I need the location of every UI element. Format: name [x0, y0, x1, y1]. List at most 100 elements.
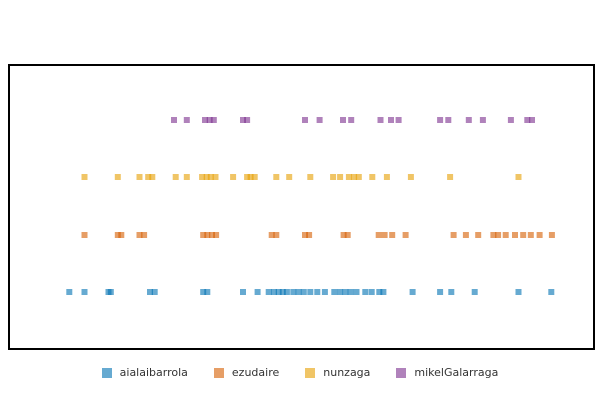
point-ezudaire-14 [344, 232, 351, 238]
point-mikelGalarraga-3 [206, 117, 213, 123]
point-nunzaga-22 [355, 174, 362, 180]
point-mikelGalarraga-0 [171, 117, 177, 123]
point-ezudaire-22 [490, 232, 497, 238]
point-aialaibarrola-16 [295, 289, 302, 295]
point-ezudaire-29 [548, 232, 555, 238]
legend: aialaibarrola ezudaire nunzaga mikelGalarra… [0, 366, 600, 379]
point-nunzaga-7 [199, 174, 206, 180]
point-mikelGalarraga-10 [348, 117, 355, 123]
point-aialaibarrola-17 [300, 289, 307, 295]
point-mikelGalarraga-4 [210, 117, 217, 123]
legend-swatch [396, 367, 407, 378]
point-mikelGalarraga-9 [340, 117, 346, 123]
point-ezudaire-24 [502, 232, 509, 238]
point-nunzaga-17 [307, 174, 314, 180]
legend-label: aialaibarrola [119, 366, 188, 379]
point-aialaibarrola-27 [368, 289, 375, 295]
point-nunzaga-4 [149, 174, 156, 180]
point-aialaibarrola-13 [279, 289, 286, 295]
point-ezudaire-11 [302, 232, 308, 238]
point-ezudaire-6 [204, 232, 211, 238]
point-aialaibarrola-26 [362, 289, 369, 295]
point-ezudaire-17 [389, 232, 396, 238]
point-ezudaire-5 [200, 232, 207, 238]
point-nunzaga-25 [407, 174, 414, 180]
point-nunzaga-16 [286, 174, 293, 180]
point-aialaibarrola-21 [331, 289, 338, 295]
point-aialaibarrola-15 [290, 289, 297, 295]
point-aialaibarrola-1 [81, 289, 88, 295]
point-nunzaga-1 [114, 174, 121, 180]
point-aialaibarrola-23 [342, 289, 349, 295]
point-aialaibarrola-22 [337, 289, 344, 295]
point-mikelGalarraga-13 [395, 117, 402, 123]
point-nunzaga-24 [383, 174, 390, 180]
point-aialaibarrola-11 [271, 289, 277, 295]
point-ezudaire-18 [402, 232, 409, 238]
point-nunzaga-13 [247, 174, 254, 180]
point-ezudaire-20 [462, 232, 469, 238]
point-ezudaire-3 [136, 232, 143, 238]
point-aialaibarrola-7 [204, 289, 211, 295]
point-aialaibarrola-14 [283, 289, 290, 295]
point-aialaibarrola-25 [353, 289, 360, 295]
point-mikelGalarraga-5 [240, 117, 246, 123]
point-aialaibarrola-32 [448, 289, 455, 295]
series-mikelGalarraga [171, 117, 535, 123]
point-aialaibarrola-20 [321, 289, 328, 295]
point-nunzaga-21 [351, 174, 358, 180]
series-nunzaga [81, 174, 522, 180]
legend-item-aialaibarrola: aialaibarrola [101, 366, 188, 379]
point-nunzaga-26 [447, 174, 454, 180]
point-aialaibarrola-12 [275, 289, 282, 295]
point-ezudaire-26 [520, 232, 527, 238]
point-nunzaga-3 [145, 174, 152, 180]
legend-item-ezudaire: ezudaire [213, 366, 279, 379]
point-nunzaga-9 [207, 174, 214, 180]
point-ezudaire-0 [81, 232, 88, 238]
point-mikelGalarraga-14 [437, 117, 444, 123]
point-ezudaire-16 [381, 232, 388, 238]
point-mikelGalarraga-18 [507, 117, 514, 123]
point-ezudaire-7 [209, 232, 215, 238]
point-ezudaire-25 [512, 232, 518, 238]
point-mikelGalarraga-6 [244, 117, 251, 123]
point-ezudaire-10 [273, 232, 280, 238]
point-ezudaire-4 [141, 232, 148, 238]
point-nunzaga-15 [273, 174, 280, 180]
point-aialaibarrola-9 [254, 289, 261, 295]
point-mikelGalarraga-12 [388, 117, 394, 123]
point-aialaibarrola-4 [147, 289, 153, 295]
point-nunzaga-18 [330, 174, 337, 180]
point-nunzaga-23 [369, 174, 376, 180]
point-ezudaire-12 [306, 232, 313, 238]
point-aialaibarrola-31 [437, 289, 444, 295]
point-aialaibarrola-18 [307, 289, 314, 295]
point-aialaibarrola-30 [409, 289, 416, 295]
legend-label: mikelGalarraga [414, 366, 499, 379]
point-nunzaga-8 [203, 174, 210, 180]
point-ezudaire-19 [450, 232, 457, 238]
point-mikelGalarraga-1 [183, 117, 190, 123]
point-aialaibarrola-34 [515, 289, 522, 295]
point-mikelGalarraga-8 [316, 117, 323, 123]
point-nunzaga-14 [251, 174, 258, 180]
point-aialaibarrola-19 [314, 289, 321, 295]
point-ezudaire-21 [475, 232, 482, 238]
point-nunzaga-11 [230, 174, 237, 180]
point-mikelGalarraga-19 [524, 117, 531, 123]
point-ezudaire-9 [268, 232, 275, 238]
point-nunzaga-0 [81, 174, 88, 180]
point-ezudaire-23 [495, 232, 502, 238]
point-mikelGalarraga-16 [465, 117, 472, 123]
point-nunzaga-19 [337, 174, 344, 180]
point-mikelGalarraga-7 [302, 117, 308, 123]
point-mikelGalarraga-15 [445, 117, 452, 123]
point-aialaibarrola-28 [376, 289, 383, 295]
series-aialaibarrola [66, 289, 555, 295]
point-nunzaga-2 [136, 174, 143, 180]
point-nunzaga-6 [183, 174, 190, 180]
legend-swatch [305, 367, 316, 378]
